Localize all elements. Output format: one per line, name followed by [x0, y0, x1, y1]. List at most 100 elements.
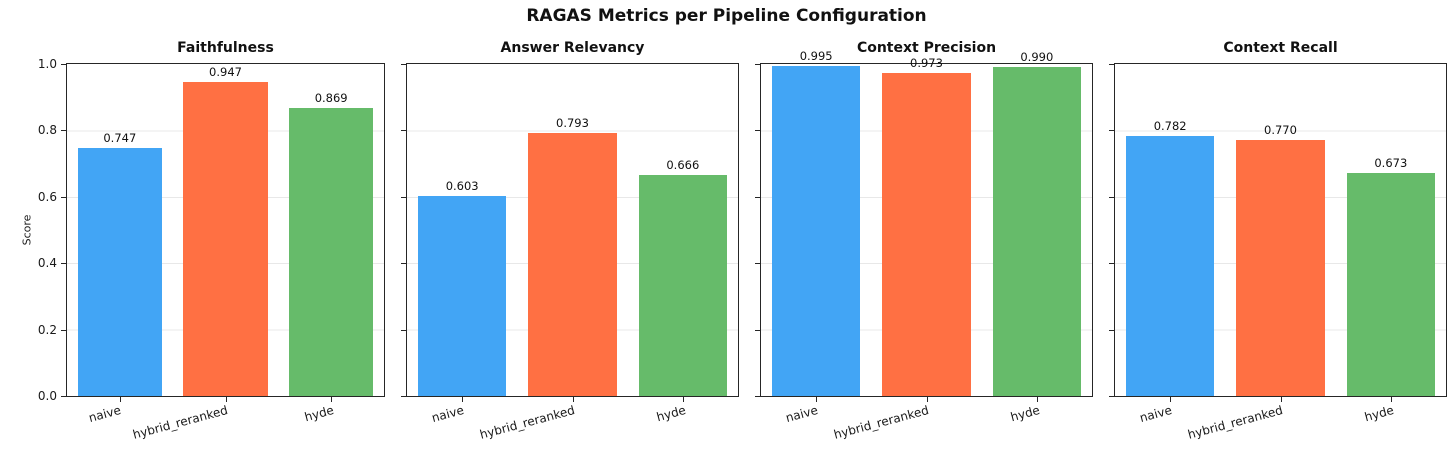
subplot-context-precision: Context Precision 0.995 0.973 0.990 — [755, 36, 1093, 453]
y-tick-mark — [1109, 130, 1114, 132]
y-tick-mark — [61, 263, 66, 265]
figure-title: RAGAS Metrics per Pipeline Configuration — [526, 6, 927, 26]
bar-hyde: 0.869 — [288, 91, 374, 396]
bar-value-label: 0.770 — [1264, 123, 1297, 138]
bar-value-label: 0.990 — [1020, 50, 1054, 65]
bar-value-label: 0.747 — [103, 131, 137, 145]
y-tick-mark — [755, 396, 760, 397]
x-tick-mark — [572, 397, 574, 402]
x-tick-label-naive: naive — [429, 403, 466, 426]
bar-slot: 0.673 — [1336, 64, 1446, 396]
subplot-answer-relevancy: Answer Relevancy 0.603 0.793 0.666 — [401, 36, 739, 453]
plot-area-context-precision: 0.995 0.973 0.990 — [755, 49, 1093, 402]
bar-hyde: 0.666 — [638, 158, 727, 396]
bar-slot: 0.782 — [1115, 64, 1225, 396]
y-tick-mark — [755, 64, 760, 65]
bar-slot: 0.770 — [1225, 64, 1335, 396]
x-tick-label-hybrid-reranked: hybrid_reranked — [131, 403, 230, 442]
x-axis-labels: naive hybrid_reranked hyde — [406, 397, 739, 453]
subplot-faithfulness: Faithfulness Score 0.0 0.2 0.4 0.6 0.8 1… — [6, 36, 385, 453]
bar-slot: 0.947 — [173, 64, 279, 396]
bar-naive: 0.603 — [418, 179, 507, 396]
bar-slot: 0.603 — [407, 64, 517, 396]
y-tick-mark — [1109, 263, 1114, 265]
x-tick-label-hyde: hyde — [1362, 403, 1396, 425]
bar-hybrid-reranked: 0.947 — [183, 65, 268, 396]
plot-area-faithfulness: Score 0.0 0.2 0.4 0.6 0.8 1.0 0.747 0.94… — [21, 57, 385, 403]
x-tick-mark — [225, 397, 227, 402]
bar-value-label: 0.947 — [209, 64, 242, 79]
bar-hyde: 0.990 — [992, 50, 1081, 396]
x-tick-label-naive: naive — [783, 403, 820, 426]
x-tick-mark — [119, 397, 121, 402]
y-tick-mark — [1109, 196, 1114, 198]
y-tick-mark — [61, 329, 66, 331]
subplot-title-answer-relevancy: Answer Relevancy — [500, 40, 645, 56]
y-tick-mark — [61, 196, 66, 198]
x-tick-mark — [816, 397, 818, 402]
bar-naive: 0.995 — [772, 49, 861, 396]
y-tick-mark — [1109, 396, 1114, 397]
y-tick-mark — [401, 64, 406, 65]
x-tick-label-hyde: hyde — [654, 403, 688, 425]
y-tick-mark — [755, 130, 760, 132]
bar-slot: 0.747 — [67, 64, 173, 396]
y-tick-mark — [755, 263, 760, 265]
y-tick-mark — [755, 329, 760, 331]
y-tick-mark — [1109, 329, 1114, 331]
subplot-title-context-precision: Context Precision — [856, 40, 997, 56]
y-tick-mark — [401, 329, 406, 331]
x-tick-mark — [462, 397, 464, 402]
x-tick-mark — [1170, 397, 1172, 402]
x-tick-mark — [1280, 397, 1282, 402]
bar-slot: 0.869 — [278, 64, 384, 396]
x-tick-mark — [1036, 397, 1038, 402]
x-tick-label-naive: naive — [87, 403, 123, 426]
y-tick-mark — [61, 396, 66, 397]
x-tick-mark — [331, 397, 333, 402]
bar-naive: 0.747 — [77, 131, 163, 396]
y-tick-label: 1.0 — [37, 57, 57, 71]
y-tick-label: 0.4 — [37, 256, 57, 271]
x-tick-label-naive: naive — [1137, 403, 1174, 426]
bar-hybrid-reranked: 0.770 — [1236, 123, 1325, 396]
bar-value-label: 0.995 — [799, 48, 833, 63]
x-tick-label-hybrid-reranked: hybrid_reranked — [478, 403, 577, 442]
bar-value-label: 0.782 — [1153, 119, 1187, 134]
subplot-row: Faithfulness Score 0.0 0.2 0.4 0.6 0.8 1… — [6, 36, 1447, 453]
x-tick-label-hybrid-reranked: hybrid_reranked — [832, 403, 931, 442]
y-tick-mark — [401, 396, 406, 397]
bar-slot: 0.793 — [517, 64, 627, 396]
y-tick-label: 0.8 — [37, 123, 57, 138]
plot-area-answer-relevancy: 0.603 0.793 0.666 — [401, 63, 739, 402]
bar-slot: 0.995 — [761, 49, 871, 396]
subplot-title-context-recall: Context Recall — [1223, 40, 1338, 56]
bar-slot: 0.973 — [871, 56, 981, 396]
bar-value-label: 0.869 — [314, 90, 348, 105]
bar-hybrid-reranked: 0.973 — [882, 56, 971, 396]
x-tick-label-hybrid-reranked: hybrid_reranked — [1186, 403, 1285, 442]
bar-slot: 0.990 — [982, 50, 1092, 396]
y-axis-title: Score — [20, 214, 34, 246]
bar-hyde: 0.673 — [1346, 156, 1435, 396]
bar-value-label: 0.673 — [1374, 155, 1408, 170]
y-tick-mark — [61, 64, 66, 65]
y-tick-mark — [755, 196, 760, 198]
y-tick-mark — [401, 130, 406, 132]
bar-naive: 0.782 — [1126, 119, 1215, 396]
y-tick-mark — [401, 196, 406, 198]
subplot-title-faithfulness: Faithfulness — [177, 40, 274, 56]
x-tick-label-hyde: hyde — [303, 403, 336, 425]
x-tick-mark — [926, 397, 928, 402]
bar-hybrid-reranked: 0.793 — [528, 116, 617, 396]
y-tick-mark — [61, 130, 66, 132]
x-axis-labels: naive hybrid_reranked hyde — [760, 397, 1093, 453]
plot-area-context-recall: 0.782 0.770 0.673 — [1109, 63, 1447, 402]
y-tick-mark — [1109, 64, 1114, 65]
x-tick-label-hyde: hyde — [1008, 403, 1042, 425]
bar-value-label: 0.666 — [666, 157, 700, 172]
x-tick-mark — [682, 397, 684, 402]
x-axis-labels: naive hybrid_reranked hyde — [66, 397, 385, 453]
x-tick-mark — [1390, 397, 1392, 402]
